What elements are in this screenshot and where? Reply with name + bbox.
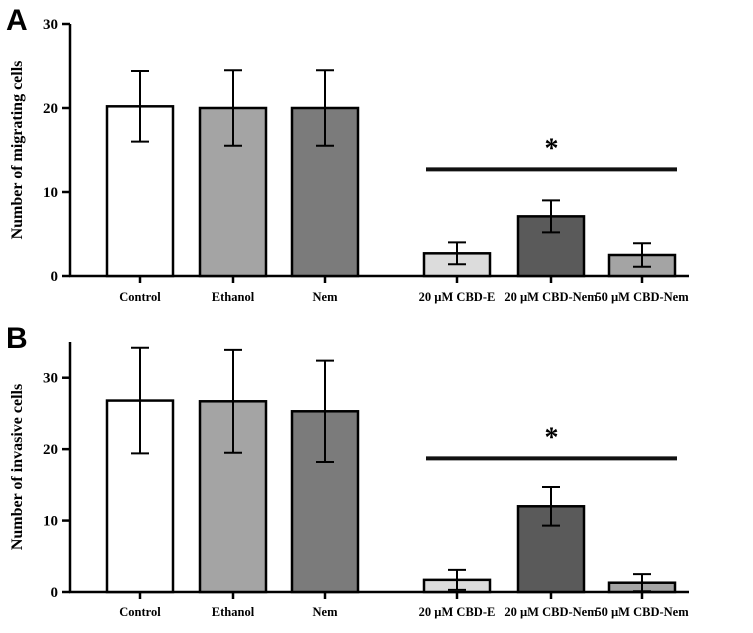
category-label: Control xyxy=(119,605,161,619)
y-tick-label: 20 xyxy=(43,442,58,458)
y-tick-label: 30 xyxy=(43,17,58,33)
panel-letter: A xyxy=(6,4,28,37)
category-label: Ethanol xyxy=(212,605,255,619)
category-label: 20 µM CBD-Nem xyxy=(504,290,598,304)
category-label: 50 µM CBD-Nem xyxy=(595,290,689,304)
category-label: Ethanol xyxy=(212,290,255,304)
panel-letter: B xyxy=(6,322,28,355)
significance-star: * xyxy=(545,133,559,164)
panel-a: A 0 10 20 30 Number of migrating cells Control… xyxy=(6,4,689,304)
category-label: 20 µM CBD-Nem xyxy=(504,605,598,619)
category-label: Nem xyxy=(313,290,339,304)
y-tick-label: 10 xyxy=(43,514,58,530)
y-tick-label: 0 xyxy=(51,585,59,601)
category-label: Nem xyxy=(313,605,339,619)
category-label: 20 µM CBD-E xyxy=(419,605,496,619)
y-tick-label: 30 xyxy=(43,371,58,387)
y-tick-label: 0 xyxy=(51,269,59,285)
y-tick-label: 20 xyxy=(43,101,58,117)
y-tick-label: 10 xyxy=(43,185,58,201)
y-axis-label: Number of migrating cells xyxy=(9,61,26,240)
panel-b: B 0 10 20 30 Number of invasive cells Control E… xyxy=(6,322,689,619)
significance-star: * xyxy=(545,422,559,453)
bar-3 xyxy=(290,106,360,278)
category-label: 20 µM CBD-E xyxy=(419,290,496,304)
y-axis-label: Number of invasive cells xyxy=(9,384,26,550)
category-label: Control xyxy=(119,290,161,304)
category-label: 50 µM CBD-Nem xyxy=(595,605,689,619)
